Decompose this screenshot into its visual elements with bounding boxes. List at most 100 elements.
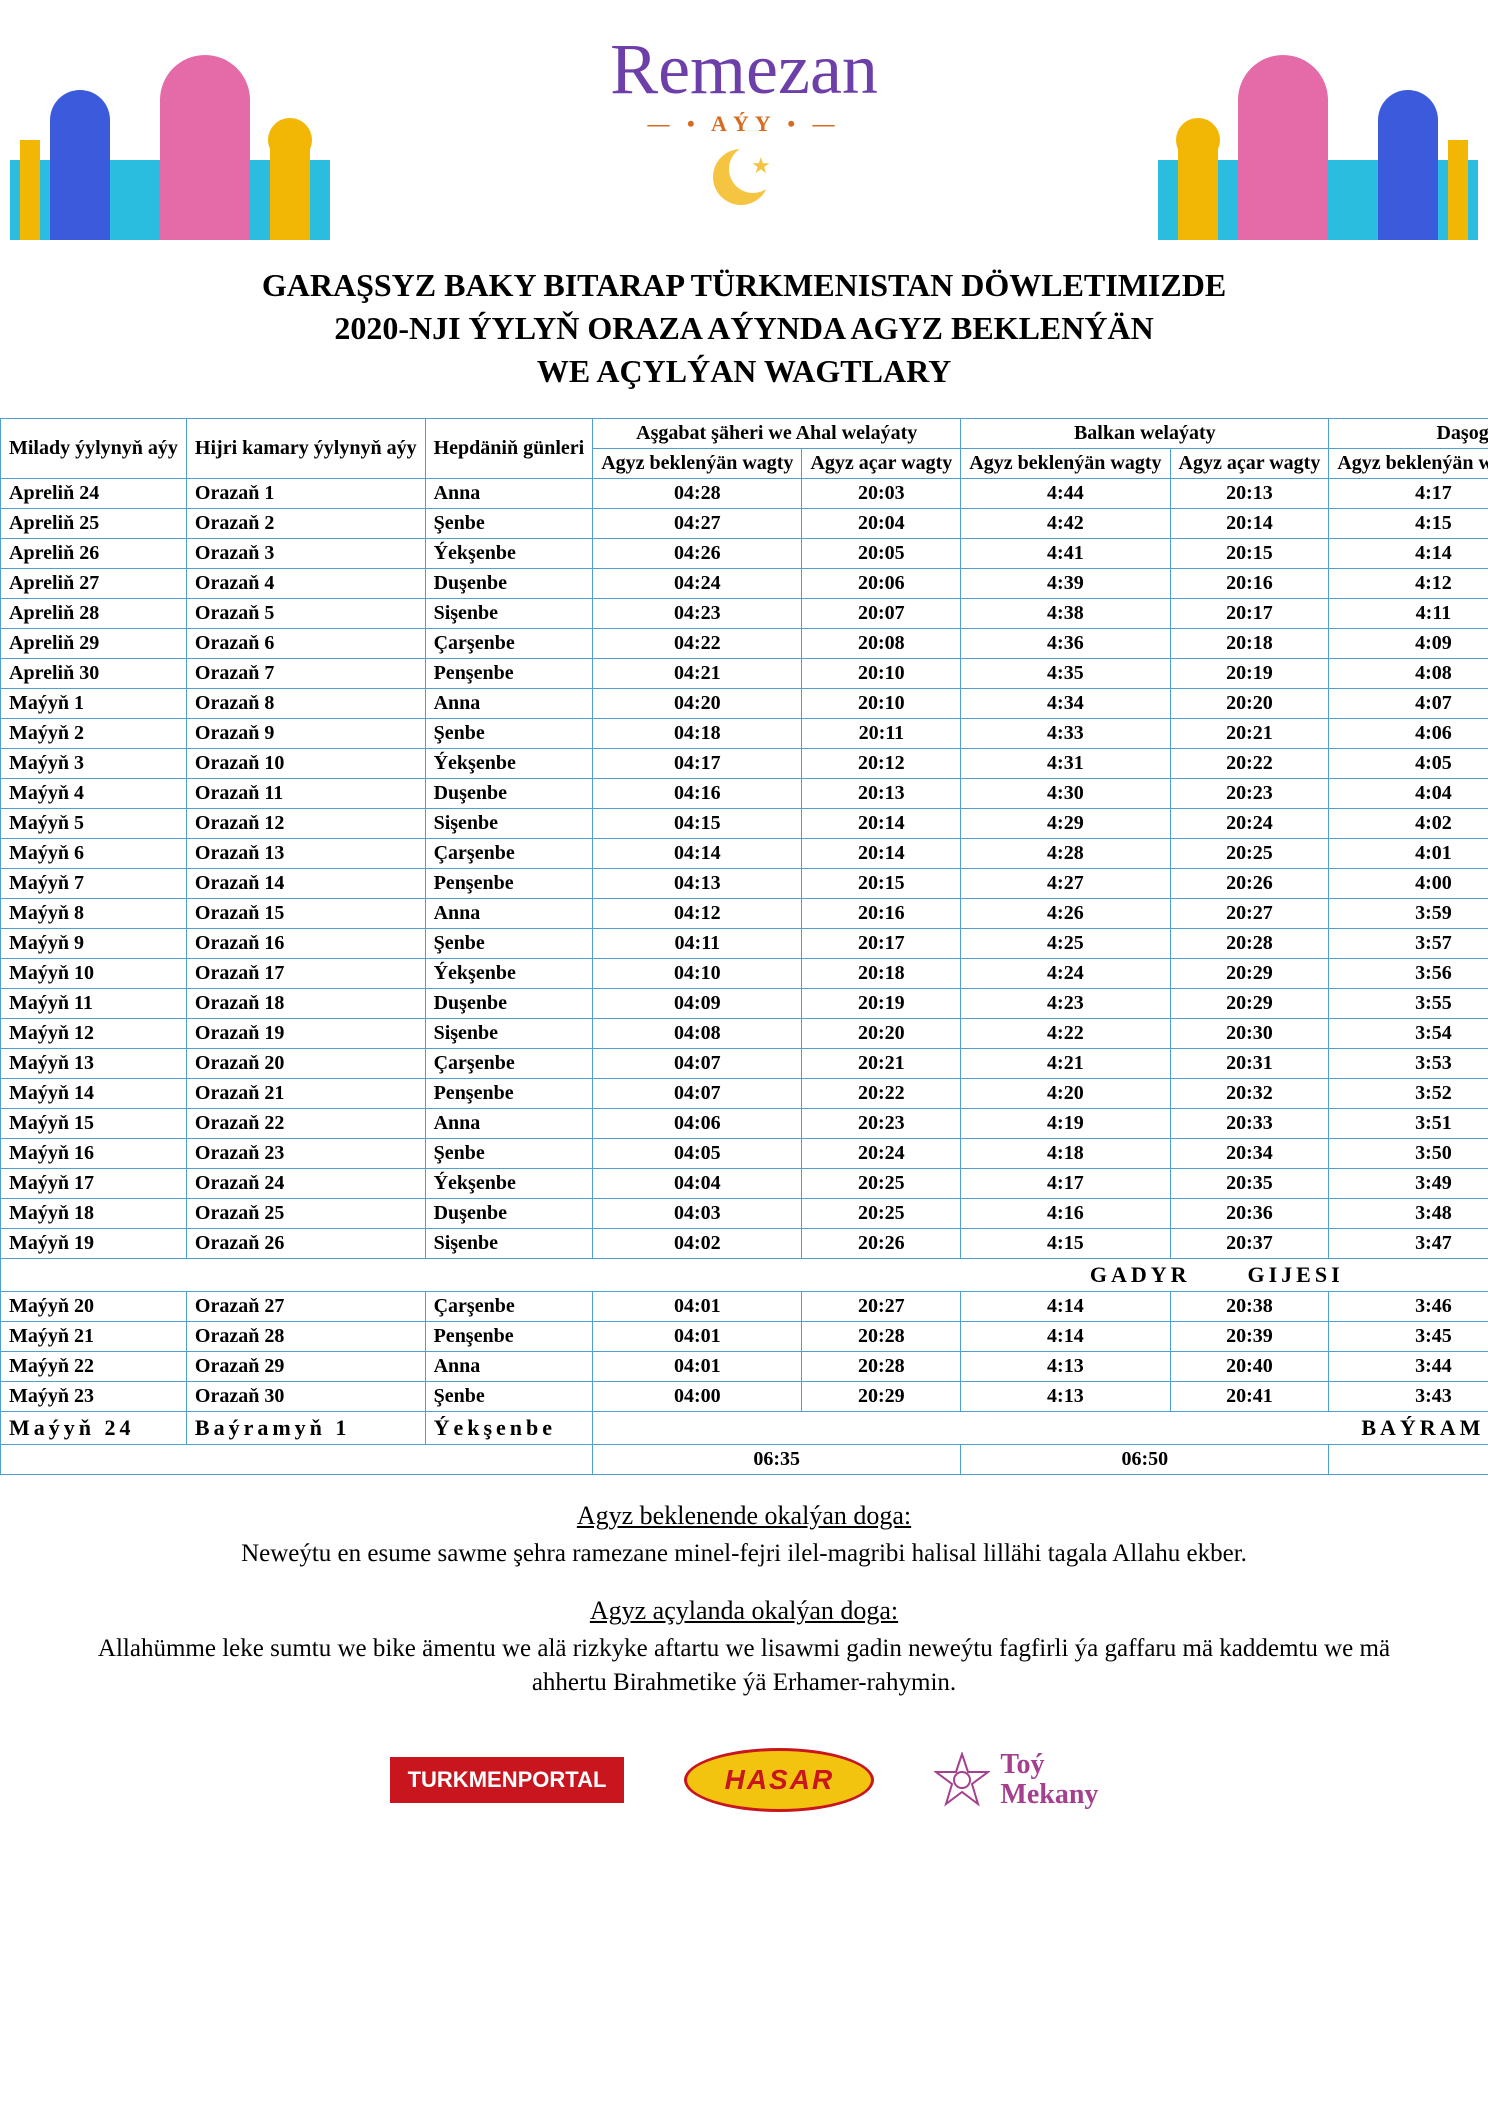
crescent-icon: ★ [709,143,779,213]
mosque-right-icon [1158,40,1478,240]
time-cell: 04:20 [593,688,802,718]
date-cell: Apreliň 28 [1,598,187,628]
time-cell: 20:14 [802,808,961,838]
date-cell: Çarşenbe [425,628,593,658]
time-cell: 20:19 [1170,658,1329,688]
time-cell: 04:02 [593,1228,802,1258]
close-prayer-label: Agyz beklenende okalýan doga: [60,1501,1428,1531]
table-row: Maýyň 12Orazaň 19Sişenbe04:0820:204:2220… [1,1018,1488,1048]
time-cell: 20:28 [802,1321,961,1351]
col-region: Daşoguz welaýaty [1329,418,1488,448]
time-cell: 20:10 [802,688,961,718]
time-cell: 20:26 [1170,868,1329,898]
prayer-times-table: Milady ýylynyň aýy Hijri kamary ýylynyň … [0,418,1488,1475]
time-cell: 20:27 [1170,898,1329,928]
table-row: Maýyň 15Orazaň 22Anna04:0620:234:1920:33… [1,1108,1488,1138]
date-cell: Orazaň 15 [186,898,425,928]
title-sub: — • AÝY • — [544,111,944,137]
time-cell: 20:29 [1170,988,1329,1018]
time-cell: 04:15 [593,808,802,838]
time-cell: 20:35 [1170,1168,1329,1198]
time-cell: 04:13 [593,868,802,898]
date-cell: Anna [425,478,593,508]
date-cell: Orazaň 7 [186,658,425,688]
time-cell: 20:04 [802,508,961,538]
table-row: Apreliň 26Orazaň 3Ýekşenbe04:2620:054:41… [1,538,1488,568]
col-close-time: Agyz beklenýän wagty [961,448,1170,478]
time-cell: 20:21 [1170,718,1329,748]
date-cell: Çarşenbe [425,1048,593,1078]
time-cell: 20:21 [802,1048,961,1078]
time-cell: 4:30 [961,778,1170,808]
close-prayer-text: Neweýtu en esume sawme şehra ramezane mi… [60,1537,1428,1571]
time-cell: 04:07 [593,1048,802,1078]
time-cell: 4:19 [961,1108,1170,1138]
table-row: Maýyň 11Orazaň 18Duşenbe04:0920:194:2320… [1,988,1488,1018]
time-cell: 20:32 [1170,1078,1329,1108]
time-cell: 20:25 [1170,838,1329,868]
bayram-time-cell: 06:50 [961,1444,1329,1474]
time-cell: 04:16 [593,778,802,808]
time-cell: 04:09 [593,988,802,1018]
col-close-time: Agyz beklenýän wagty [593,448,802,478]
time-cell: 20:05 [802,538,961,568]
sponsor-turkmenportal: TURKMENPORTAL [390,1757,625,1803]
date-cell: Orazaň 18 [186,988,425,1018]
date-cell: Anna [425,898,593,928]
date-cell: Apreliň 26 [1,538,187,568]
date-cell: Sişenbe [425,598,593,628]
table-row: Maýyň 6Orazaň 13Çarşenbe04:1420:144:2820… [1,838,1488,868]
date-cell: Orazaň 9 [186,718,425,748]
time-cell: 04:14 [593,838,802,868]
table-row: Maýyň 7Orazaň 14Penşenbe04:1320:154:2720… [1,868,1488,898]
date-cell: Orazaň 23 [186,1138,425,1168]
time-cell: 20:18 [802,958,961,988]
time-cell: 04:22 [593,628,802,658]
date-cell: Orazaň 8 [186,688,425,718]
date-cell: Apreliň 25 [1,508,187,538]
date-cell: Orazaň 4 [186,568,425,598]
date-cell: Baýramyň 1 [186,1411,425,1444]
time-cell: 04:26 [593,538,802,568]
time-cell: 04:23 [593,598,802,628]
date-cell: Maýyň 15 [1,1108,187,1138]
time-cell: 3:53 [1329,1048,1488,1078]
date-cell: Maýyň 17 [1,1168,187,1198]
blank-cell [1,1444,593,1474]
date-cell: Duşenbe [425,778,593,808]
time-cell: 04:11 [593,928,802,958]
time-cell: 3:56 [1329,958,1488,988]
time-cell: 4:25 [961,928,1170,958]
time-cell: 04:03 [593,1198,802,1228]
date-cell: Maýyň 22 [1,1351,187,1381]
date-cell: Orazaň 19 [186,1018,425,1048]
time-cell: 4:14 [1329,538,1488,568]
table-row: Maýyň 23Orazaň 30Şenbe04:0020:294:1320:4… [1,1381,1488,1411]
date-cell: Maýyň 1 [1,688,187,718]
time-cell: 4:23 [961,988,1170,1018]
time-cell: 4:29 [961,808,1170,838]
time-cell: 4:18 [961,1138,1170,1168]
date-cell: Orazaň 6 [186,628,425,658]
date-cell: Maýyň 8 [1,898,187,928]
time-cell: 4:33 [961,718,1170,748]
time-cell: 20:28 [1170,928,1329,958]
time-cell: 20:41 [1170,1381,1329,1411]
time-cell: 20:36 [1170,1198,1329,1228]
date-cell: Maýyň 4 [1,778,187,808]
time-cell: 4:14 [961,1321,1170,1351]
sponsor-toy-line: Mekany [1000,1779,1098,1810]
time-cell: 4:04 [1329,778,1488,808]
time-cell: 3:47 [1329,1228,1488,1258]
time-cell: 4:38 [961,598,1170,628]
date-cell: Ýekşenbe [425,538,593,568]
time-cell: 04:06 [593,1108,802,1138]
date-cell: Maýyň 19 [1,1228,187,1258]
table-row: Maýyň 16Orazaň 23Şenbe04:0520:244:1820:3… [1,1138,1488,1168]
time-cell: 4:28 [961,838,1170,868]
date-cell: Orazaň 20 [186,1048,425,1078]
date-cell: Maýyň 10 [1,958,187,988]
col-hijri: Hijri kamary ýylynyň aýy [186,418,425,478]
time-cell: 20:23 [802,1108,961,1138]
time-cell: 04:24 [593,568,802,598]
